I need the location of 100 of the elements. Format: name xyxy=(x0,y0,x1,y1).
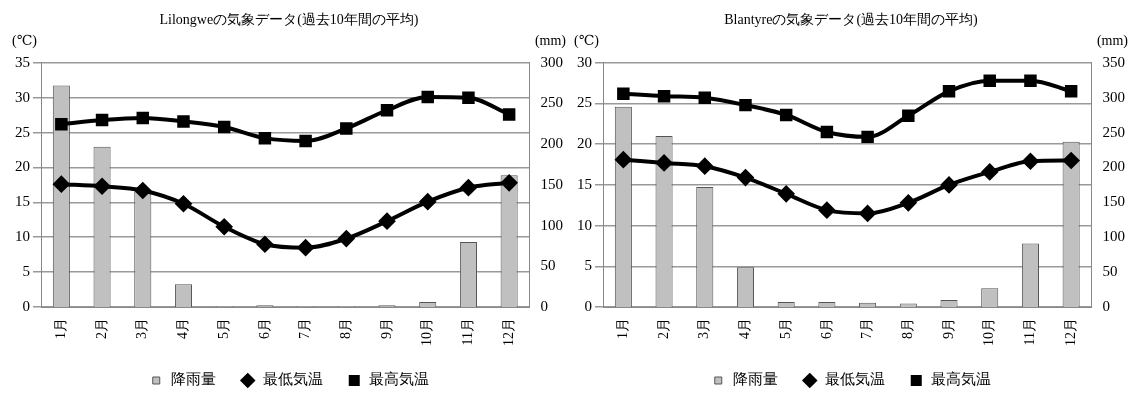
point xyxy=(657,89,671,103)
y2-tick-label: 300 xyxy=(540,53,563,70)
point xyxy=(258,131,272,145)
x-tick-label: 10月 xyxy=(981,318,997,346)
y-tick-label: 35 xyxy=(15,53,30,70)
y2-tick-label: 150 xyxy=(1102,193,1125,210)
x-tick-label: 1月 xyxy=(615,318,631,339)
point xyxy=(615,151,632,168)
point xyxy=(656,154,673,171)
point xyxy=(617,87,630,100)
x-tick-label: 11月 xyxy=(1022,318,1038,346)
point xyxy=(53,176,70,193)
point xyxy=(900,194,917,211)
x-tick-label: 6月 xyxy=(818,318,834,339)
point xyxy=(462,91,475,104)
point xyxy=(94,178,111,195)
y-tick-label: 15 xyxy=(577,175,592,192)
point xyxy=(818,202,835,219)
chart-title: Blantyreの気象データ(過去10年間の平均) xyxy=(724,12,979,29)
point xyxy=(983,74,996,87)
point xyxy=(778,185,795,202)
y2-tick-label: 100 xyxy=(540,216,563,233)
y2-axis-title: (mm) xyxy=(1096,33,1129,50)
x-tick-label: 8月 xyxy=(899,318,915,339)
point xyxy=(95,113,109,127)
y-tick-label: 15 xyxy=(15,193,30,210)
point xyxy=(419,193,436,210)
legend-label: 最高気温 xyxy=(369,371,430,388)
y2-tick-label: 50 xyxy=(540,257,556,274)
y-tick-label: 30 xyxy=(577,53,592,70)
point xyxy=(861,130,874,144)
point xyxy=(256,236,273,253)
x-tick-label: 12月 xyxy=(500,318,516,346)
x-tick-label: 7月 xyxy=(859,318,875,339)
point xyxy=(297,239,314,256)
point xyxy=(340,122,353,135)
legend-label: 最低気温 xyxy=(824,371,885,388)
point xyxy=(698,91,712,105)
point xyxy=(981,163,998,180)
y-tick-label: 20 xyxy=(15,158,30,175)
x-tick-label: 8月 xyxy=(337,318,353,339)
y2-tick-label: 250 xyxy=(1102,123,1125,140)
x-tick-label: 2月 xyxy=(93,318,109,339)
x-tick-label: 5月 xyxy=(777,318,793,339)
y-tick-label: 25 xyxy=(15,123,30,140)
y-tick-label: 10 xyxy=(577,216,592,233)
y2-tick-label: 100 xyxy=(1102,228,1125,245)
y-tick-label: 5 xyxy=(584,257,592,274)
y2-tick-label: 0 xyxy=(1102,297,1110,314)
point xyxy=(1064,85,1078,98)
point xyxy=(1063,152,1080,169)
y-tick-label: 0 xyxy=(584,297,592,314)
y-tick-label: 10 xyxy=(15,228,30,245)
point xyxy=(1024,74,1037,87)
point xyxy=(217,120,231,134)
x-tick-label: 2月 xyxy=(655,318,671,339)
x-tick-label: 4月 xyxy=(737,318,753,339)
y2-tick-label: 350 xyxy=(1102,53,1125,70)
x-tick-label: 7月 xyxy=(297,318,313,339)
y-axis-title: (℃) xyxy=(574,33,600,50)
x-tick-label: 3月 xyxy=(134,318,150,339)
point xyxy=(942,85,956,98)
y-tick-label: 0 xyxy=(22,297,30,314)
y-axis-title: (℃) xyxy=(12,33,38,50)
x-tick-label: 9月 xyxy=(378,318,394,339)
x-tick-label: 1月 xyxy=(53,318,69,339)
point xyxy=(299,134,312,148)
y2-tick-label: 200 xyxy=(1102,158,1125,175)
y2-tick-label: 300 xyxy=(1102,88,1125,105)
point xyxy=(1022,153,1039,170)
point xyxy=(136,111,150,125)
point xyxy=(737,169,754,186)
x-tick-label: 4月 xyxy=(175,318,191,339)
point xyxy=(380,104,394,117)
y-tick-label: 30 xyxy=(15,88,30,105)
point xyxy=(739,98,752,112)
y2-tick-label: 50 xyxy=(1102,263,1118,280)
point xyxy=(820,125,834,139)
point xyxy=(421,90,434,104)
point xyxy=(55,117,68,131)
x-tick-label: 3月 xyxy=(696,318,712,339)
y2-tick-label: 0 xyxy=(540,297,548,314)
point xyxy=(779,108,793,122)
x-tick-label: 11月 xyxy=(460,318,476,346)
point xyxy=(502,108,516,121)
point xyxy=(460,179,477,196)
x-tick-label: 5月 xyxy=(215,318,231,339)
point xyxy=(501,174,518,191)
point xyxy=(379,213,396,230)
point xyxy=(902,109,915,122)
point xyxy=(134,182,151,199)
y-tick-label: 5 xyxy=(22,263,30,280)
x-tick-label: 6月 xyxy=(256,318,272,339)
point xyxy=(696,158,713,175)
legend-label: 最低気温 xyxy=(262,371,323,388)
y-tick-label: 20 xyxy=(577,135,592,152)
x-tick-label: 12月 xyxy=(1062,318,1078,346)
point xyxy=(941,176,958,193)
point xyxy=(338,230,355,247)
x-tick-label: 9月 xyxy=(940,318,956,339)
